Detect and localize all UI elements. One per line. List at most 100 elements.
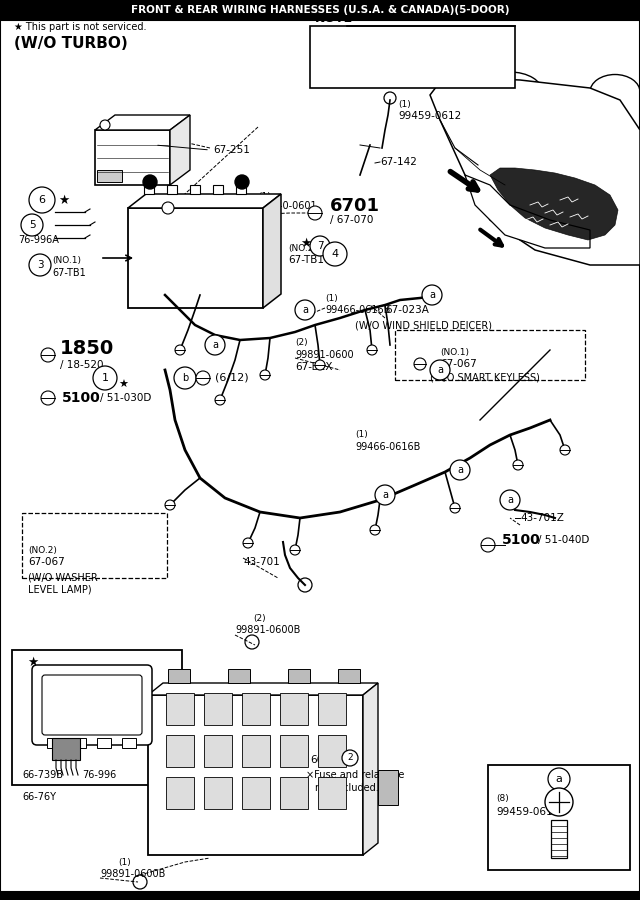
- Text: 4: 4: [332, 249, 339, 259]
- Bar: [97, 738, 111, 748]
- Circle shape: [175, 345, 185, 355]
- Bar: [242, 777, 270, 809]
- Text: 5: 5: [29, 220, 35, 230]
- Text: (NO.1): (NO.1): [440, 347, 469, 356]
- Bar: [395, 330, 585, 380]
- Bar: [204, 735, 232, 767]
- Circle shape: [397, 62, 413, 78]
- Text: (NO.1): (NO.1): [52, 256, 81, 265]
- Polygon shape: [95, 115, 190, 130]
- Text: 99891-0600B: 99891-0600B: [100, 869, 165, 879]
- Text: 99459-0612: 99459-0612: [496, 807, 559, 817]
- Circle shape: [21, 214, 43, 236]
- Text: 1: 1: [402, 66, 408, 75]
- Circle shape: [215, 395, 225, 405]
- Text: (1): (1): [398, 101, 411, 110]
- Bar: [213, 185, 223, 194]
- Circle shape: [375, 485, 395, 505]
- Polygon shape: [430, 78, 640, 265]
- Text: 7: 7: [459, 66, 465, 75]
- Circle shape: [545, 788, 573, 816]
- Text: (W/O TURBO): (W/O TURBO): [14, 37, 128, 51]
- Bar: [0, 892, 640, 900]
- Bar: [190, 185, 200, 194]
- Text: (1): (1): [355, 430, 368, 439]
- Circle shape: [260, 370, 270, 380]
- Polygon shape: [148, 683, 378, 695]
- Bar: [52, 738, 80, 760]
- Text: / 51-040D: / 51-040D: [538, 535, 589, 545]
- Bar: [168, 669, 190, 683]
- Circle shape: [500, 490, 520, 510]
- Circle shape: [414, 358, 426, 370]
- Circle shape: [360, 32, 376, 48]
- Text: (W/O WIND SHIELD DEICER): (W/O WIND SHIELD DEICER): [355, 320, 492, 330]
- Text: 5100: 5100: [62, 391, 100, 405]
- Circle shape: [513, 460, 523, 470]
- Text: 99891-0600B: 99891-0600B: [235, 625, 300, 635]
- Text: 99466-0616B: 99466-0616B: [355, 442, 420, 452]
- Bar: [148, 695, 363, 855]
- Polygon shape: [363, 683, 378, 855]
- Bar: [0, 0, 640, 20]
- Circle shape: [100, 120, 110, 130]
- Text: ★: ★: [300, 237, 311, 249]
- Circle shape: [308, 206, 322, 220]
- Circle shape: [327, 32, 343, 48]
- Bar: [228, 669, 250, 683]
- Bar: [236, 185, 246, 194]
- Text: 6701: 6701: [330, 197, 380, 215]
- Circle shape: [384, 92, 396, 104]
- Text: (NO.2): (NO.2): [288, 244, 317, 253]
- Text: a: a: [382, 490, 388, 500]
- Text: 66-760: 66-760: [310, 755, 347, 765]
- Bar: [280, 693, 308, 725]
- Circle shape: [481, 538, 495, 552]
- Circle shape: [342, 750, 358, 766]
- Circle shape: [93, 366, 117, 390]
- Bar: [97, 170, 122, 182]
- Circle shape: [315, 360, 325, 370]
- Circle shape: [422, 285, 442, 305]
- Circle shape: [450, 460, 470, 480]
- Bar: [318, 777, 346, 809]
- FancyBboxPatch shape: [32, 665, 152, 745]
- Text: 6: 6: [38, 195, 45, 205]
- Circle shape: [245, 635, 259, 649]
- Text: (2): (2): [253, 614, 266, 623]
- Text: 67-023A: 67-023A: [385, 305, 429, 315]
- Text: a: a: [457, 465, 463, 475]
- Circle shape: [370, 525, 380, 535]
- Text: a: a: [302, 305, 308, 315]
- Bar: [551, 820, 567, 858]
- Text: 66-739B: 66-739B: [22, 770, 63, 780]
- Bar: [310, 26, 515, 88]
- Circle shape: [29, 254, 51, 276]
- Bar: [288, 669, 310, 683]
- Bar: [122, 738, 136, 748]
- Text: ★: ★: [58, 194, 69, 206]
- Polygon shape: [128, 194, 281, 208]
- Text: 1: 1: [102, 373, 109, 383]
- Circle shape: [454, 62, 470, 78]
- Text: 67-TB1: 67-TB1: [288, 255, 324, 265]
- Circle shape: [29, 187, 55, 213]
- Text: (1): (1): [325, 293, 338, 302]
- Text: ★ This part is not serviced.: ★ This part is not serviced.: [14, 22, 147, 32]
- Text: a: a: [507, 495, 513, 505]
- Bar: [280, 777, 308, 809]
- Bar: [72, 738, 86, 748]
- Text: 99459-0612: 99459-0612: [398, 111, 461, 121]
- Bar: [166, 777, 194, 809]
- Circle shape: [560, 445, 570, 455]
- Bar: [22, 513, 167, 578]
- Polygon shape: [490, 168, 618, 240]
- Circle shape: [548, 768, 570, 790]
- Text: FRONT & REAR WIRING HARNESSES (U.S.A. & CANADA)(5-DOOR): FRONT & REAR WIRING HARNESSES (U.S.A. & …: [131, 5, 509, 15]
- Text: 7: 7: [317, 241, 323, 251]
- Text: 43-701: 43-701: [243, 557, 280, 567]
- Circle shape: [298, 578, 312, 592]
- Text: ★: ★: [27, 655, 38, 669]
- Circle shape: [133, 875, 147, 889]
- Polygon shape: [263, 194, 281, 308]
